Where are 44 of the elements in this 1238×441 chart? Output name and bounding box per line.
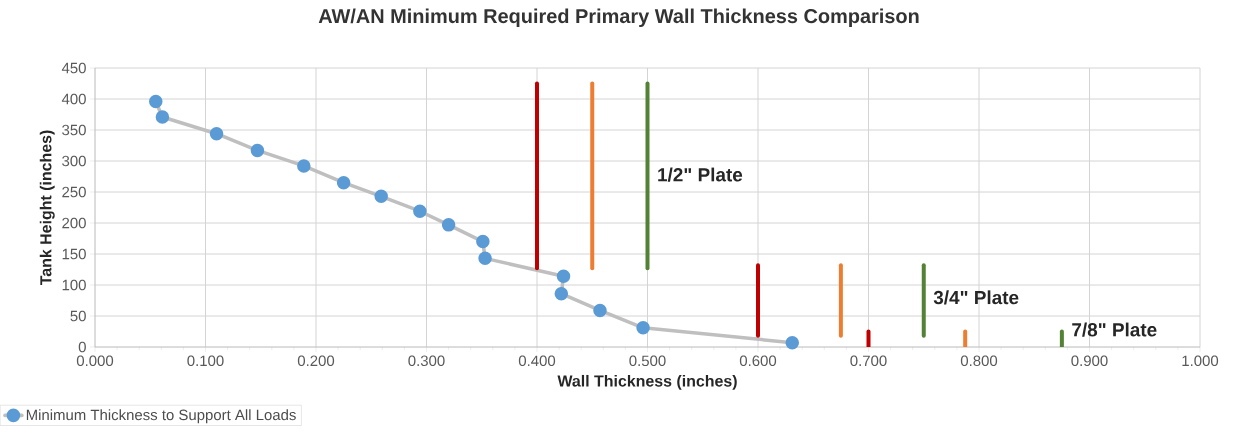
y-tick-label: 400 (61, 93, 86, 105)
x-tick-label: 0.100 (187, 355, 224, 367)
y-tick-label: 250 (62, 186, 86, 198)
x-axis-title: Wall Thickness (inches) (557, 374, 737, 390)
annotation: 7/8" Plate (1072, 322, 1157, 337)
point (297, 159, 311, 173)
point (785, 335, 800, 350)
y-axis-title: Tank Height (inches) (39, 130, 55, 286)
legend-label: Minimum Thickness to Support All Loads (26, 409, 296, 424)
x-tick-label: 0.700 (850, 355, 887, 367)
point (441, 218, 456, 232)
point (155, 110, 170, 124)
point (413, 204, 427, 218)
point (636, 321, 650, 335)
annotation: 3/4" Plate (933, 290, 1019, 305)
x-tick-label: 0.400 (518, 355, 556, 367)
y-tick-label: 300 (62, 155, 86, 167)
x-tick-label: 0.800 (960, 355, 998, 367)
x-tick-label: 0.300 (408, 355, 445, 367)
y-tick-label: 0 (78, 341, 86, 353)
x-tick-label: 0.200 (297, 355, 335, 367)
point (209, 126, 224, 141)
point (556, 269, 571, 284)
point (554, 286, 569, 301)
x-tick-label: 0.000 (76, 355, 114, 367)
point (149, 94, 163, 109)
x-tick-label: 0.900 (1071, 355, 1108, 367)
annotation: 1/2" Plate (658, 167, 743, 182)
point (478, 251, 492, 266)
chart-title: AW/AN Minimum Required Primary Wall Thickness Comparison (318, 8, 919, 28)
x-tick-label: 0.600 (739, 355, 777, 367)
x-tick-label: 1.000 (1182, 355, 1219, 367)
y-tick-label: 450 (61, 62, 86, 74)
point (374, 189, 388, 204)
y-tick-label: 150 (62, 248, 86, 260)
x-tick-label: 0.500 (629, 355, 666, 367)
y-tick-label: 200 (62, 217, 86, 229)
point (336, 175, 351, 190)
point (593, 303, 607, 318)
point (476, 234, 490, 249)
y-tick-label: 350 (62, 124, 86, 136)
y-tick-label: 100 (62, 279, 86, 291)
y-tick-label: 50 (70, 310, 86, 322)
point (250, 143, 265, 158)
